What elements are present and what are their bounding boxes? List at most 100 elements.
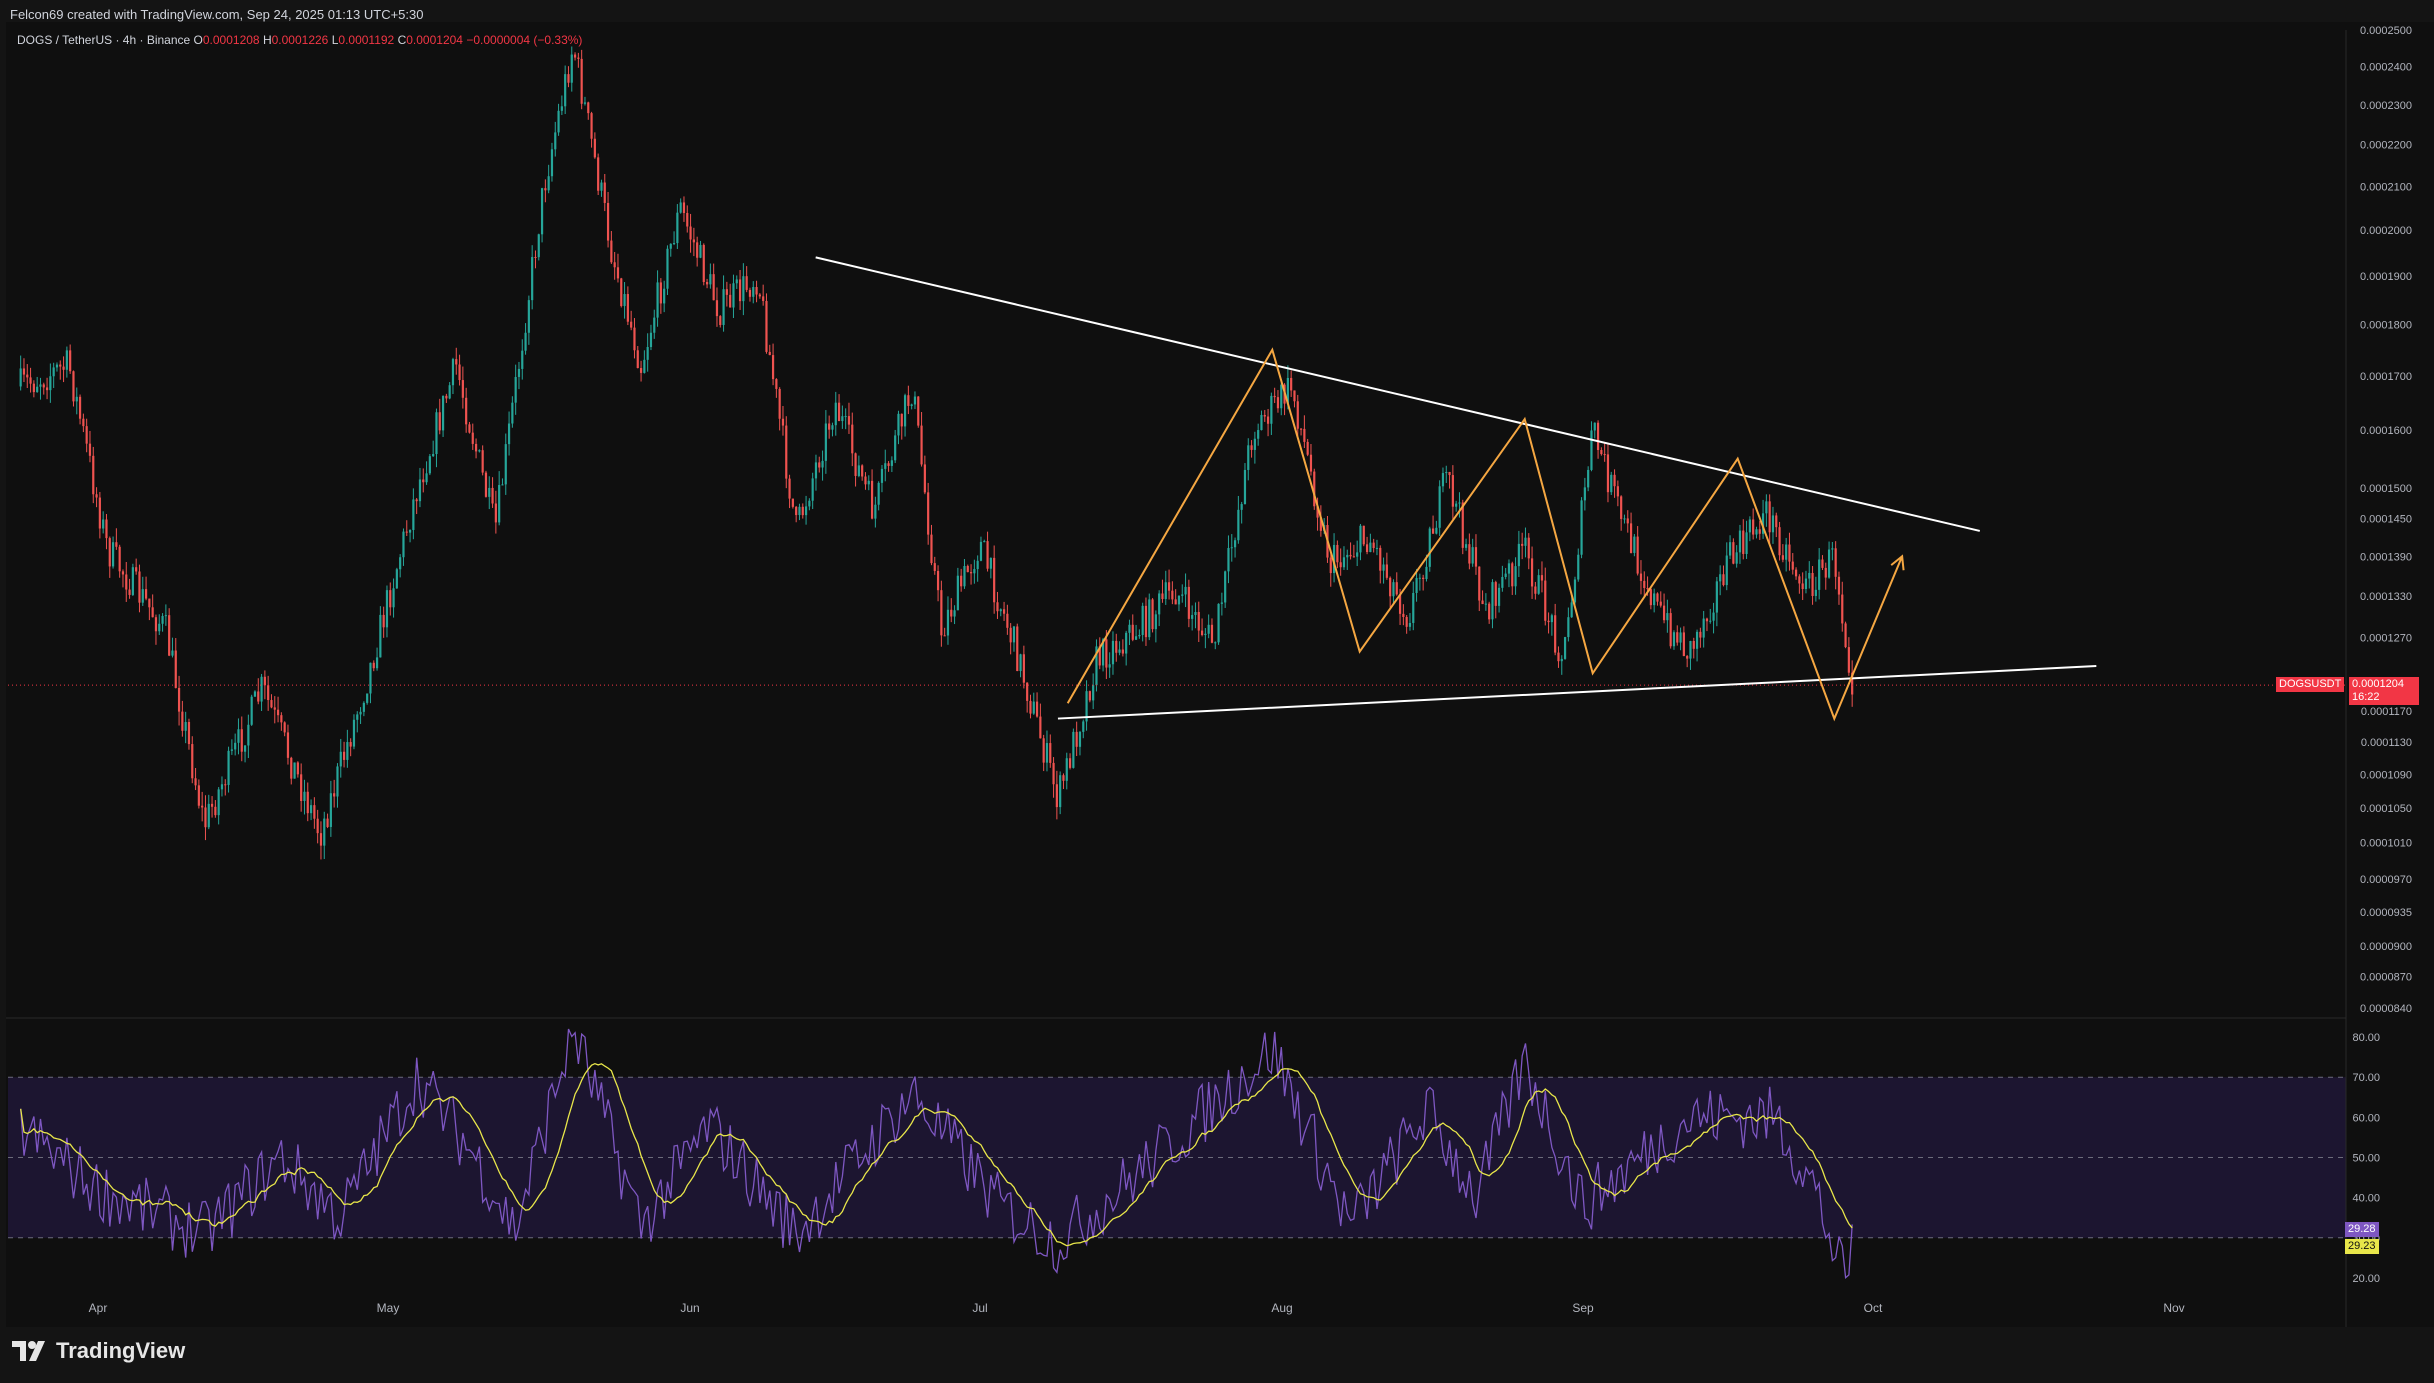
candle-body — [1260, 414, 1263, 431]
candle-body — [1052, 762, 1055, 785]
candle-body — [131, 567, 134, 595]
candle-body — [1230, 547, 1233, 549]
candle-body — [1115, 640, 1118, 653]
candle-body — [1824, 567, 1827, 578]
rsi-axis-label: 60.00 — [2352, 1112, 2380, 1124]
candle-body — [620, 278, 623, 307]
candle-body — [52, 367, 55, 377]
candle-body — [1233, 540, 1237, 548]
rsi-line — [20, 1028, 1853, 1279]
candle-body — [333, 793, 336, 797]
candle-body — [537, 234, 540, 258]
time-axis-label: Aug — [1271, 1301, 1292, 1315]
candle-body — [798, 506, 801, 516]
candle-body — [1197, 612, 1200, 631]
candle-body — [1709, 620, 1712, 622]
candle-body — [649, 332, 653, 348]
price-axis-label: 0.0001050 — [2360, 803, 2412, 815]
candle-body — [1712, 612, 1715, 621]
candle-body — [158, 623, 161, 632]
candle-body — [1577, 554, 1580, 580]
rsi-ma-value: 29.23 — [2348, 1240, 2376, 1252]
candle-body — [85, 426, 88, 444]
candle-body — [1365, 544, 1369, 553]
candle-body — [1844, 623, 1847, 648]
candle-body — [474, 443, 478, 452]
candle-body — [1785, 544, 1788, 560]
candle-body — [1544, 580, 1547, 621]
candle-body — [534, 257, 537, 259]
tradingview-logo[interactable]: TradingView — [12, 1338, 185, 1364]
candle-body — [1818, 559, 1821, 590]
candle-body — [1253, 438, 1256, 450]
candle-body — [722, 289, 725, 325]
candle-body — [1125, 632, 1128, 654]
candle-body — [507, 423, 511, 445]
candle-body — [1521, 543, 1524, 546]
candle-body — [623, 294, 626, 307]
candle-body — [1445, 471, 1448, 474]
axes: 0.0002500 0.0002400 0.0002300 0.0002200 0.00… — [89, 25, 2412, 1315]
candle-body — [125, 574, 128, 590]
candle-body — [1006, 613, 1009, 628]
candle-body — [481, 450, 484, 473]
candle-body — [1174, 599, 1177, 605]
symbol-price-tag[interactable]: DOGSUSDT — [2276, 677, 2345, 693]
candle-body — [1402, 613, 1405, 617]
candle-body — [1491, 582, 1494, 620]
candle-body — [1791, 561, 1794, 570]
candle-body — [478, 450, 481, 452]
candle-body — [993, 557, 996, 603]
candle-body — [240, 729, 243, 752]
candle-body — [795, 506, 798, 516]
candle-body — [1735, 552, 1738, 564]
candle-body — [372, 662, 375, 669]
candle-body — [1078, 731, 1082, 747]
candle-body — [943, 635, 946, 637]
symbol-name[interactable]: DOGS / TetherUS · 4h · Binance — [17, 33, 191, 47]
candle-body — [676, 212, 679, 244]
candle-body — [771, 355, 775, 380]
candle-body — [1775, 515, 1778, 528]
candle-body — [491, 487, 494, 504]
candle-body — [399, 557, 402, 570]
candle-body — [1501, 576, 1504, 588]
candle-body — [201, 805, 204, 808]
candle-body — [1715, 581, 1718, 613]
candle-body — [636, 350, 639, 369]
candle-body — [257, 691, 260, 702]
candle-body — [814, 462, 818, 479]
candle-body — [554, 132, 557, 150]
symbol-legend[interactable]: DOGS / TetherUS · 4h · Binance O0.000120… — [17, 33, 582, 47]
price-axis-label: 0.0001330 — [2360, 591, 2412, 603]
candle-body — [369, 662, 372, 694]
candle-body — [1742, 530, 1745, 554]
candle-body — [1451, 475, 1454, 507]
candle-body — [910, 404, 913, 406]
candle-body — [385, 590, 389, 628]
candle-body — [841, 416, 844, 422]
candle-body — [1745, 532, 1748, 554]
candle-body — [653, 317, 656, 333]
candle-body — [626, 294, 629, 322]
candle-body — [521, 350, 524, 369]
candle-body — [174, 650, 177, 688]
candle-body — [540, 188, 544, 235]
candle-body — [105, 519, 108, 539]
candle-body — [887, 463, 890, 466]
candle-body — [395, 569, 398, 589]
candle-body — [920, 425, 923, 465]
candle-body — [92, 455, 95, 495]
candle-body — [765, 300, 768, 352]
candle-body — [1286, 377, 1289, 404]
candle-body — [19, 368, 22, 387]
candle-body — [1468, 544, 1471, 564]
candle-body — [65, 350, 68, 370]
candle-body — [1266, 416, 1270, 424]
candle-body — [1068, 758, 1072, 768]
candle-body — [1834, 548, 1837, 577]
candle-body — [1567, 617, 1570, 638]
candle-body — [428, 456, 431, 474]
candle-body — [696, 242, 699, 258]
